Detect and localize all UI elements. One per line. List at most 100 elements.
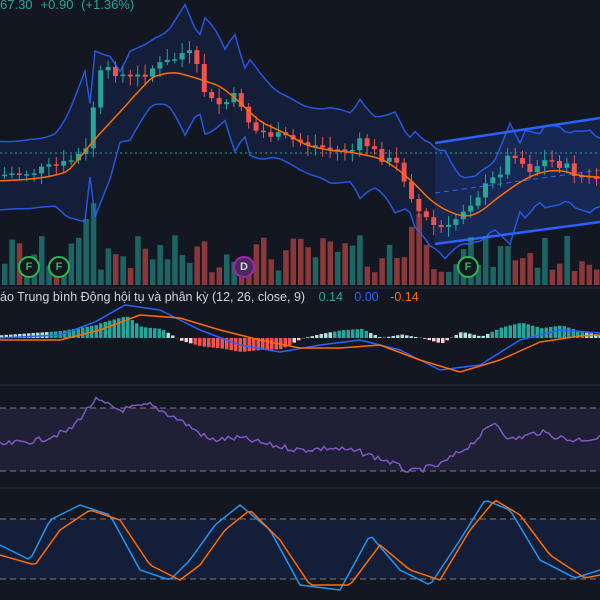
- event-marker-f[interactable]: F: [48, 256, 70, 278]
- candle-body: [305, 142, 311, 146]
- macd-hist-bar: [409, 336, 413, 338]
- macd-hist-bar: [346, 329, 350, 338]
- volume-bar: [224, 254, 230, 285]
- volume-bar: [90, 203, 97, 285]
- candle-body: [31, 173, 37, 175]
- channel-lower-line[interactable]: [434, 220, 600, 246]
- macd-hist-bar: [445, 338, 449, 341]
- candle-body: [386, 157, 392, 162]
- candle-body: [261, 130, 266, 133]
- macd-hist-bar: [436, 338, 440, 343]
- channel-upper-line[interactable]: [434, 116, 600, 145]
- volume-bar: [446, 271, 452, 285]
- candle-body: [320, 145, 326, 148]
- candle-body: [113, 66, 118, 77]
- volume-bar: [505, 246, 511, 285]
- candle-body: [423, 211, 429, 218]
- candle-body: [409, 181, 414, 199]
- rsi-band: [0, 408, 600, 471]
- macd-hist-bar: [108, 320, 112, 338]
- candle-body: [53, 164, 59, 166]
- event-marker-f[interactable]: F: [18, 256, 40, 278]
- macd-hist-bar: [13, 334, 17, 338]
- macd-hist-bar: [270, 338, 274, 350]
- macd-hist-bar: [117, 318, 121, 338]
- candle-body: [39, 166, 44, 174]
- macd-hist-bar: [427, 338, 431, 341]
- volume-bar: [150, 259, 156, 285]
- event-marker-f[interactable]: F: [457, 256, 479, 278]
- volume-bar: [475, 265, 482, 285]
- macd-hist-bar: [148, 327, 152, 338]
- macd-hist-bar: [459, 332, 463, 338]
- volume-bar: [98, 269, 104, 285]
- volume-bar: [298, 238, 304, 285]
- macd-hist-bar: [423, 338, 427, 339]
- macd-hist-bar: [207, 338, 211, 348]
- volume-bar: [497, 246, 504, 285]
- volume-bar: [246, 268, 252, 285]
- volume-bar: [312, 257, 319, 285]
- volume-bar: [68, 243, 75, 285]
- candle-body: [431, 217, 437, 225]
- candle-body: [542, 160, 548, 167]
- volume-bar: [290, 238, 297, 285]
- volume-bar: [549, 269, 556, 285]
- volume-bar: [46, 265, 52, 285]
- candle-body: [527, 163, 533, 173]
- candle-body: [483, 183, 488, 198]
- candle-body: [416, 198, 422, 212]
- macd-hist-bar: [463, 332, 467, 338]
- macd-hist-bar: [9, 334, 13, 338]
- macd-hist-bar: [234, 338, 238, 351]
- macd-hist-value: 0.14: [318, 290, 343, 304]
- volume-bar: [238, 272, 245, 285]
- macd-hist-bar: [441, 338, 445, 344]
- volume-bar: [483, 236, 489, 285]
- macd-hist-bar: [157, 328, 161, 338]
- stoch-d-line: [0, 499, 600, 586]
- macd-hist-bar: [400, 334, 404, 338]
- volume-bar: [9, 239, 15, 285]
- candle-body: [579, 176, 585, 178]
- volume-bar: [179, 255, 186, 285]
- moving-average-line: [0, 72, 600, 217]
- macd-hist-bar: [562, 326, 566, 338]
- macd-hist-bar: [535, 326, 539, 338]
- candle-body: [201, 64, 207, 93]
- macd-hist-bar: [288, 338, 292, 345]
- macd-hist-bar: [490, 331, 494, 338]
- candle-body: [520, 158, 525, 164]
- volume-bar: [83, 219, 89, 285]
- candle-body: [379, 149, 385, 162]
- volume-bar: [564, 235, 570, 285]
- volume-bar: [431, 269, 437, 285]
- candle-body: [394, 157, 400, 163]
- macd-hist-bar: [517, 323, 521, 338]
- candle-body: [127, 74, 133, 77]
- macd-signal-value: -0.14: [390, 290, 419, 304]
- volume-bar: [357, 235, 363, 285]
- bollinger-lower-line: [0, 103, 600, 260]
- candle-body: [9, 173, 15, 175]
- macd-hist-bar: [522, 323, 526, 338]
- macd-hist-bar: [364, 330, 368, 338]
- macd-hist-bar: [229, 338, 233, 351]
- macd-hist-bar: [472, 334, 476, 338]
- candle-body: [549, 160, 555, 162]
- volume-bar: [379, 258, 385, 285]
- macd-value: 0.00: [354, 290, 379, 304]
- volume-bar: [542, 237, 548, 285]
- macd-legend[interactable]: áo Trung bình Động hội tụ và phân kỳ (12…: [0, 290, 419, 304]
- event-marker-d[interactable]: D: [233, 256, 255, 278]
- macd-hist-bar: [216, 338, 220, 349]
- macd-hist-bar: [283, 338, 287, 348]
- macd-hist-bar: [391, 335, 395, 338]
- volume-bar: [209, 272, 215, 285]
- candle-body: [98, 70, 104, 108]
- candle-body: [150, 68, 155, 77]
- macd-hist-bar: [180, 338, 184, 341]
- volume-bar: [320, 238, 326, 285]
- stoch-k-line: [0, 500, 600, 591]
